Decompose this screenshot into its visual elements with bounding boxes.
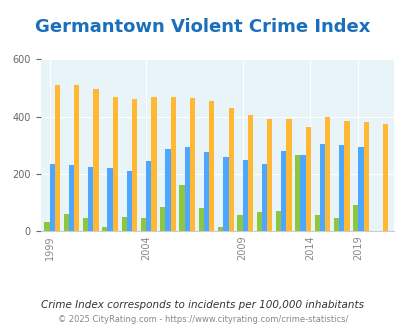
Bar	[146, 161, 151, 231]
Bar	[256, 213, 261, 231]
Bar	[333, 218, 338, 231]
Text: Germantown Violent Crime Index: Germantown Violent Crime Index	[35, 18, 370, 36]
Bar	[358, 147, 363, 231]
Bar	[217, 227, 223, 231]
Bar	[121, 217, 126, 231]
Bar	[275, 211, 281, 231]
Bar	[55, 85, 60, 231]
Bar	[242, 159, 247, 231]
Bar	[382, 124, 387, 231]
Bar	[88, 167, 93, 231]
Bar	[352, 205, 358, 231]
Bar	[69, 165, 74, 231]
Bar	[338, 145, 343, 231]
Bar	[343, 121, 349, 231]
Bar	[165, 149, 170, 231]
Bar	[107, 168, 113, 231]
Bar	[319, 144, 324, 231]
Bar	[113, 97, 117, 231]
Text: Crime Index corresponds to incidents per 100,000 inhabitants: Crime Index corresponds to incidents per…	[41, 300, 364, 310]
Bar	[300, 155, 305, 231]
Bar	[209, 101, 214, 231]
Bar	[314, 215, 319, 231]
Bar	[64, 214, 69, 231]
Bar	[247, 115, 252, 231]
Bar	[198, 208, 203, 231]
Bar	[286, 119, 291, 231]
Bar	[170, 97, 175, 231]
Bar	[83, 218, 88, 231]
Bar	[223, 157, 228, 231]
Bar	[179, 185, 184, 231]
Bar	[305, 127, 310, 231]
Bar	[102, 227, 107, 231]
Bar	[132, 99, 137, 231]
Bar	[190, 98, 195, 231]
Bar	[160, 207, 165, 231]
Bar	[261, 164, 266, 231]
Bar	[281, 151, 286, 231]
Bar	[93, 89, 98, 231]
Bar	[203, 152, 209, 231]
Bar	[44, 222, 49, 231]
Bar	[49, 164, 55, 231]
Text: © 2025 CityRating.com - https://www.cityrating.com/crime-statistics/: © 2025 CityRating.com - https://www.city…	[58, 315, 347, 324]
Bar	[74, 85, 79, 231]
Bar	[266, 119, 272, 231]
Bar	[363, 122, 368, 231]
Bar	[324, 116, 329, 231]
Bar	[141, 218, 146, 231]
Bar	[151, 97, 156, 231]
Bar	[126, 171, 132, 231]
Bar	[184, 147, 190, 231]
Bar	[228, 108, 233, 231]
Legend: Germantown, Wisconsin, National: Germantown, Wisconsin, National	[56, 326, 377, 330]
Bar	[294, 155, 300, 231]
Bar	[237, 215, 242, 231]
